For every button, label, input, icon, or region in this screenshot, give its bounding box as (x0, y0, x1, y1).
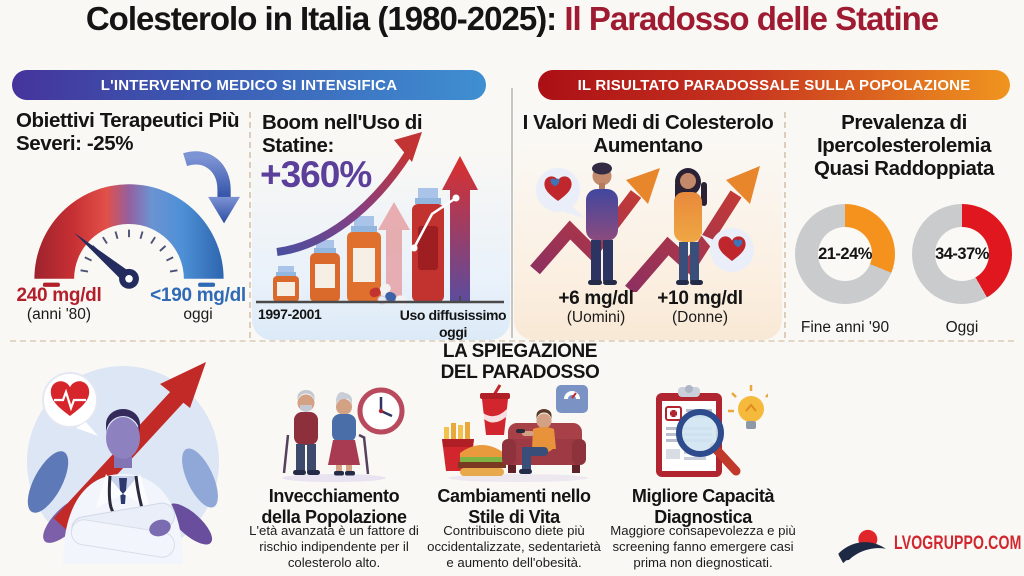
man-figure (586, 162, 618, 285)
donut-chart-today: 34-37% (912, 204, 1012, 304)
values-panel-background (514, 106, 782, 340)
targets-old-value: 240 mg/dl (16, 285, 102, 306)
down-arrow-icon (183, 151, 240, 224)
targets-title: Obiettivi Terapeutici Più Severi: -25% (16, 109, 240, 155)
divider-horizontal (10, 340, 1014, 342)
page-title: Colesterolo in Italia (1980-2025): Il Pa… (0, 0, 1024, 38)
page-title-part2: Il Paradosso delle Statine (564, 0, 939, 37)
elderly-woman-figure (328, 392, 370, 476)
population-rise-illustration (530, 162, 760, 292)
doctor-figure (63, 409, 183, 564)
explanation-item-1-text: L'età avanzata è un fattore di rischio i… (249, 523, 419, 571)
woman-figure (674, 168, 707, 285)
statins-x-start-label: 1997-2001 (258, 306, 322, 322)
values-women-label: (Donne) (672, 309, 728, 326)
red-arrow-bar (442, 156, 478, 302)
clock-icon (357, 387, 405, 435)
doctor-illustration (27, 362, 219, 564)
logo-text: LVOGRUPPO.COM (894, 533, 1022, 554)
donut-chart-1990s: 21-24% (795, 204, 895, 304)
gauge-needle (73, 232, 133, 284)
cholesterol-gauge-chart (34, 184, 224, 289)
data-line (412, 196, 457, 249)
heartbeat-bubble-icon (42, 372, 98, 436)
fries-icon (442, 422, 474, 471)
values-men-value: +6 mg/dl (558, 288, 634, 309)
heart-bubble-icon (536, 168, 584, 218)
divider-panel-3-4 (784, 112, 786, 338)
explanation-item-1-title: Invecchiamento della Popolazione (261, 486, 407, 527)
prevalence-title: Prevalenza di Ipercolesterolemia Quasi R… (813, 111, 994, 180)
diagnostics-illustration (656, 385, 768, 477)
explanation-heading-line1: LA SPIEGAZIONE (442, 341, 598, 362)
targets-new-value: <190 mg/dl (150, 285, 246, 306)
values-men-label: (Uomini) (566, 309, 626, 326)
statins-x-end-label: Uso diffusissimo oggi (399, 307, 507, 340)
lifestyle-illustration (442, 384, 588, 482)
pill-bottle-large (347, 216, 381, 302)
gauge-ticks (80, 229, 178, 273)
divider-panel-1-2 (249, 112, 251, 338)
light-arrow-bar (378, 202, 410, 302)
values-women-value: +10 mg/dl (657, 288, 743, 309)
heart-bubble-icon (700, 228, 754, 272)
values-title: I Valori Medi di Colesterolo Aumentano (522, 111, 774, 157)
elderly-couple-illustration (282, 387, 405, 482)
targets-old-label: (anni '80) (26, 306, 92, 323)
statins-title: Boom nell'Uso di Statine: (262, 111, 423, 157)
explanation-item-3-title: Migliore Capacità Diagnostica (631, 486, 775, 527)
statin-growth-illustration (256, 132, 504, 305)
pill-bottle-medium (310, 240, 340, 302)
donut-value-today: 34-37% (935, 244, 989, 263)
banner-medical-intervention: L'INTERVENTO MEDICO SI INTENSIFICA (12, 70, 486, 100)
explanation-item-2-text: Contribuiscono diete più occidentalizzat… (427, 523, 601, 571)
couch-man-icon (502, 409, 586, 474)
targets-new-label: oggi (183, 306, 213, 323)
red-pill-bottle (412, 188, 444, 302)
logo-icon (838, 529, 886, 564)
explanation-item-3-text: Maggiore consapevolezza e più screening … (610, 523, 796, 571)
donut-label-1990s: Fine anni '90 (800, 319, 890, 336)
elderly-man-figure (282, 390, 320, 475)
magnifier-icon (676, 409, 741, 476)
donut-value-1990s: 21-24% (818, 244, 872, 263)
scale-icon (556, 385, 588, 413)
lightbulb-icon (728, 385, 768, 429)
burger-icon (458, 445, 506, 476)
growth-curve-arrow (276, 151, 412, 256)
pill-bottle-small (273, 266, 299, 302)
explanation-heading-line2: DEL PARADOSSO (440, 362, 600, 384)
donut-label-today: Oggi (945, 319, 979, 336)
soda-cup-icon (480, 384, 510, 435)
explanation-item-2-title: Cambiamenti nello Stile di Vita (437, 486, 591, 527)
statins-big-number: +360% (260, 154, 372, 195)
page-title-part1: Colesterolo in Italia (1980-2025): (85, 0, 565, 37)
banner-paradoxical-result: IL RISULTATO PARADOSSALE SULLA POPOLAZIO… (538, 70, 1010, 100)
divider-groups (511, 88, 513, 338)
